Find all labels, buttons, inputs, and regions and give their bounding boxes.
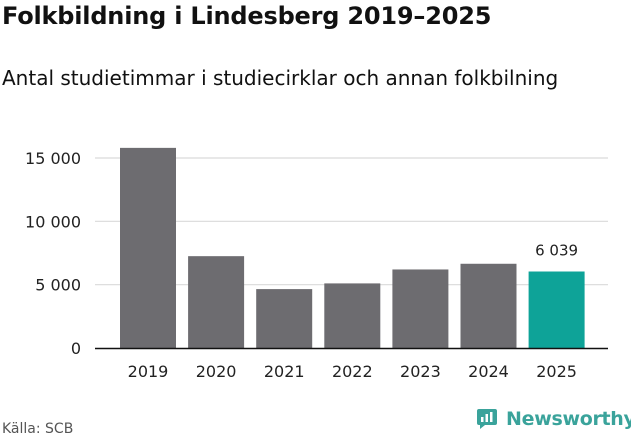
bar xyxy=(460,263,517,348)
bar xyxy=(188,256,245,348)
x-tick-label: 2022 xyxy=(332,362,373,381)
y-tick-label: 5 000 xyxy=(35,276,81,295)
x-tick-label: 2025 xyxy=(536,362,577,381)
chart-title: Folkbildning i Lindesberg 2019–2025 xyxy=(2,2,492,30)
bar xyxy=(120,147,176,348)
x-tick-label: 2019 xyxy=(128,362,169,381)
y-tick-label: 10 000 xyxy=(25,212,81,231)
y-tick-label: 15 000 xyxy=(25,149,81,168)
source-note: Källa: SCB xyxy=(2,421,74,437)
x-tick-label: 2024 xyxy=(468,362,509,381)
x-tick-label: 2020 xyxy=(196,362,237,381)
data-label: 6 039 xyxy=(535,242,578,260)
labels: 0 5 000 10 000 15 000 2019 2020 2021 2022 2023 20… xyxy=(25,149,578,381)
x-tick-label: 2021 xyxy=(264,362,305,381)
y-tick-label: 0 xyxy=(71,339,81,358)
chart-subtitle: Antal studietimmar i studiecirklar och a… xyxy=(2,66,559,90)
bar xyxy=(392,269,449,348)
bar xyxy=(256,289,313,348)
bar xyxy=(528,271,585,348)
brand-name: Newsworthy xyxy=(506,408,631,430)
x-tick-label: 2023 xyxy=(400,362,441,381)
brand-logo: Newsworthy xyxy=(476,408,631,430)
newsworthy-logo-icon xyxy=(477,409,497,429)
bar xyxy=(324,283,381,348)
bars xyxy=(120,147,585,348)
